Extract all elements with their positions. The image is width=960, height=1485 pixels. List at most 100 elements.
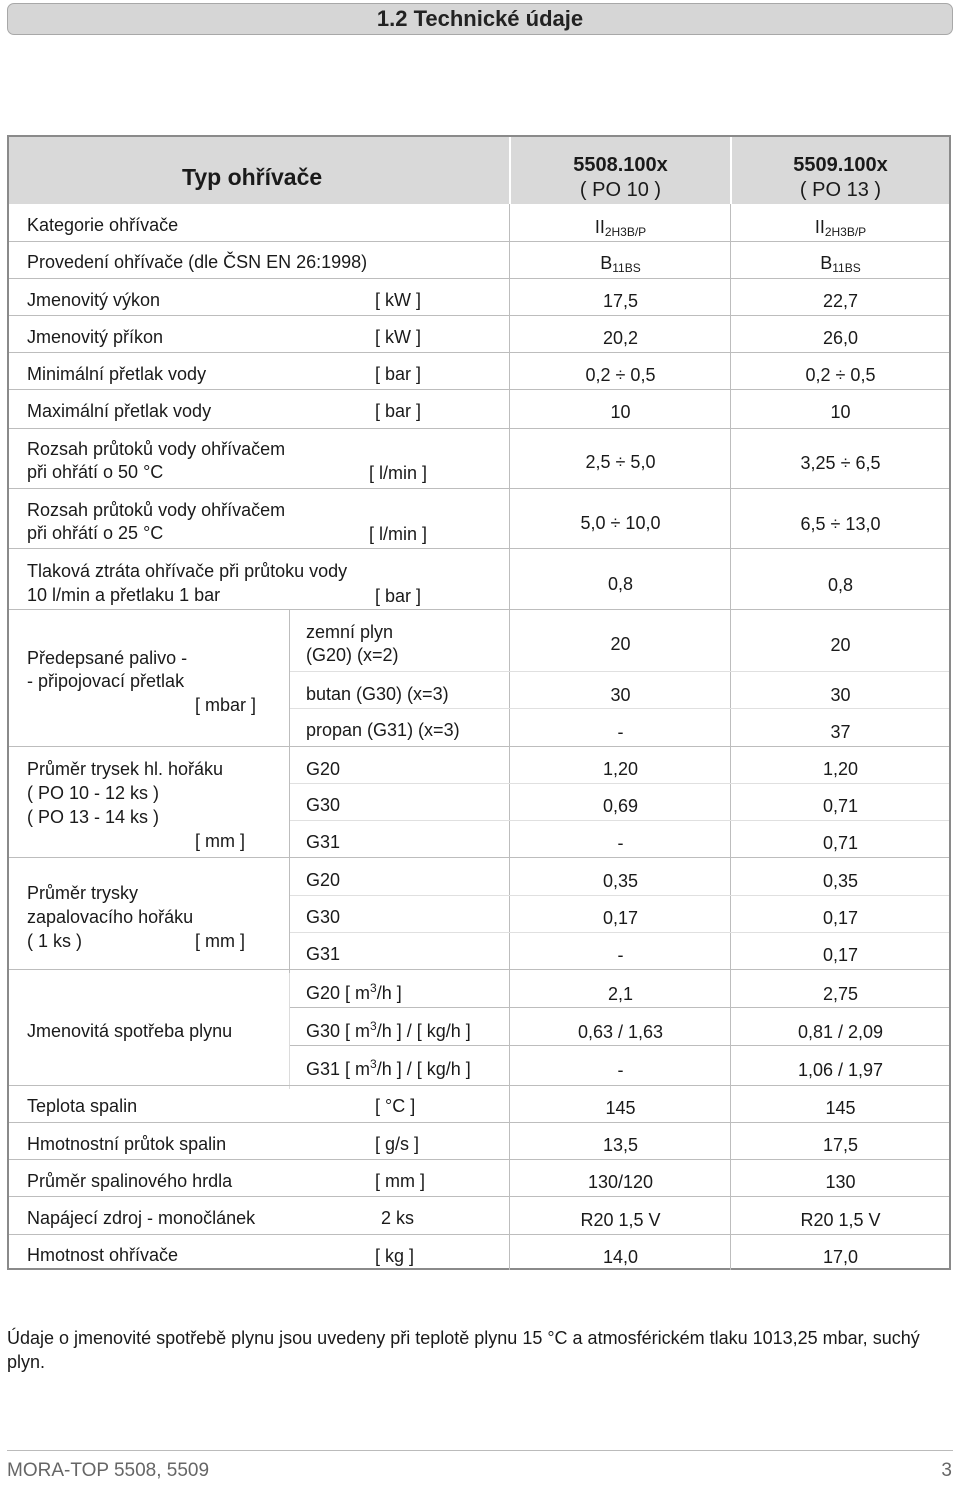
row-label-rozsah50-line1: Rozsah průtoků vody ohřívačem — [27, 439, 286, 459]
row-label-hmotnost: Hmotnost ohřívače — [27, 1245, 179, 1265]
trysky-zap-g20-v2: 0,35 — [822, 871, 859, 891]
unit-trysky-zap: [ mm ] — [195, 931, 245, 951]
divider — [9, 389, 949, 390]
trysky-zap-g20: G20 — [306, 870, 341, 890]
divider — [290, 932, 949, 933]
row-label-prikon: Jmenovitý příkon — [27, 327, 164, 347]
footer-product: MORA-TOP 5508, 5509 — [7, 1460, 210, 1481]
palivo-g20-v2: 20 — [830, 635, 851, 655]
palivo-g30-v2: 30 — [830, 685, 851, 705]
trysky-zap-g31-v2: 0,17 — [822, 945, 859, 965]
row-label-vykon: Jmenovitý výkon — [27, 290, 161, 310]
trysky-zap-g20-v1: 0,35 — [602, 871, 639, 891]
divider — [9, 315, 949, 316]
unit-palivo: [ mbar ] — [195, 695, 257, 715]
divider — [9, 746, 949, 747]
spotreba-g30-unit-end: /h ] / [ kg/h ] — [376, 1021, 471, 1041]
trysky-hl-g30: G30 — [306, 795, 341, 815]
trysky-hl-g30-v1: 0,69 — [602, 796, 639, 816]
provedeni-v2-sub: 11BS — [832, 261, 861, 275]
spotreba-g31-v2: 1,06 / 1,97 — [797, 1060, 884, 1080]
row-label-palivo-line2: - připojovací přetlak — [27, 671, 185, 691]
trysky-hl-g31-v2: 0,71 — [822, 833, 859, 853]
divider — [730, 204, 731, 1270]
kategorie-v1: II — [594, 217, 605, 237]
header-col1-cell — [511, 137, 730, 204]
row-label-rozsah25-line2: při ohřátí o 25 °C — [27, 523, 164, 543]
unit-teplota: [ °C ] — [375, 1096, 416, 1116]
zdroj-v2: R20 1,5 V — [800, 1210, 881, 1230]
row-label-trysky-zap-line2: zapalovacího hořáku — [27, 907, 194, 927]
divider — [290, 1045, 949, 1046]
divider — [9, 1234, 949, 1235]
spotreba-g20-sup: 3 — [370, 981, 377, 995]
row-label-trysky-zap-line3: ( 1 ks ) — [27, 931, 83, 951]
row-label-provedeni: Provedení ohřívače (dle ČSN EN 26:1998) — [27, 252, 368, 272]
rozsah25-v2: 6,5 ÷ 13,0 — [800, 514, 881, 534]
spotreba-g31-sup: 3 — [370, 1057, 377, 1071]
unit-rozsah50: [ l/min ] — [369, 463, 428, 483]
unit-hmotnost: [ kg ] — [375, 1246, 415, 1266]
spotreba-g20-unit: G20 [ m — [306, 983, 371, 1003]
row-label-rozsah25-line1: Rozsah průtoků vody ohřívačem — [27, 500, 286, 520]
divider — [290, 783, 949, 784]
spotreba-g20-v1: 2,1 — [607, 984, 634, 1004]
divider — [9, 857, 949, 858]
teplota-v2: 145 — [825, 1098, 856, 1118]
palivo-g31-v1: - — [617, 722, 624, 742]
row-label-spotreba: Jmenovitá spotřeba plynu — [27, 1021, 233, 1041]
prutok-v2: 17,5 — [822, 1135, 859, 1155]
divider — [9, 428, 949, 429]
prikon-v1: 20,2 — [602, 328, 639, 348]
divider — [9, 352, 949, 353]
row-label-teplota: Teplota spalin — [27, 1096, 138, 1116]
divider — [9, 1159, 949, 1160]
vykon-v2: 22,7 — [822, 291, 859, 311]
col1-variant: ( PO 10 ) — [579, 179, 662, 201]
rozsah50-v2: 3,25 ÷ 6,5 — [800, 453, 881, 473]
unit-zdroj: 2 ks — [381, 1208, 415, 1228]
hmotnost-v1: 14,0 — [602, 1247, 639, 1267]
row-label-kategorie: Kategorie ohřívače — [27, 215, 179, 235]
row-label-trysky-hl-line2: ( PO 10 - 12 ks ) — [27, 783, 160, 803]
row-label-palivo-line1: Předepsané palivo - — [27, 648, 188, 668]
trysky-zap-g31: G31 — [306, 944, 341, 964]
spotreba-g31-unit: G31 [ m — [306, 1059, 371, 1079]
row-label-min-pretlak: Minimální přetlak vody — [27, 364, 207, 384]
divider — [290, 671, 949, 672]
unit-min-pretlak: [ bar ] — [375, 364, 422, 384]
ztrata-v2: 0,8 — [827, 575, 854, 595]
max-pretlak-v2: 10 — [830, 402, 851, 422]
unit-vykon: [ kW ] — [375, 290, 421, 310]
unit-max-pretlak: [ bar ] — [375, 401, 422, 421]
provedeni-v1: B — [600, 253, 613, 273]
spotreba-g31-unit-end: /h ] / [ kg/h ] — [376, 1059, 471, 1079]
footer-divider — [7, 1450, 953, 1451]
palivo-g30-v1: 30 — [610, 685, 631, 705]
divider — [9, 609, 949, 610]
footnote: Údaje o jmenovité spotřebě plynu jsou uv… — [7, 1328, 920, 1372]
ztrata-v1: 0,8 — [607, 574, 634, 594]
row-label-trysky-hl-line3: ( PO 13 - 14 ks ) — [27, 807, 160, 827]
trysky-hl-g30-v2: 0,71 — [822, 796, 859, 816]
provedeni-v2: B — [820, 253, 833, 273]
row-label-hrdlo: Průměr spalinového hrdla — [27, 1171, 233, 1191]
spotreba-g30-v1: 0,63 / 1,63 — [577, 1022, 664, 1042]
prikon-v2: 26,0 — [822, 328, 859, 348]
teplota-v1: 145 — [605, 1098, 636, 1118]
col1-model: 5508.100x — [573, 154, 668, 176]
unit-ztrata: [ bar ] — [375, 586, 422, 606]
spotreba-g30-unit: G30 [ m — [306, 1021, 371, 1041]
unit-prikon: [ kW ] — [375, 327, 421, 347]
divider — [290, 895, 949, 896]
row-label-prutok: Hmotnostní průtok spalin — [27, 1134, 227, 1154]
divider — [290, 708, 949, 709]
divider — [9, 969, 949, 970]
spotreba-g31-v1: - — [617, 1060, 624, 1080]
palivo-g20-line1: zemní plyn — [306, 622, 394, 642]
min-pretlak-v2: 0,2 ÷ 0,5 — [805, 365, 876, 385]
hrdlo-v2: 130 — [825, 1172, 856, 1192]
divider — [9, 1196, 949, 1197]
spotreba-g20-v2: 2,75 — [822, 984, 859, 1004]
row-label-zdroj: Napájecí zdroj - monočlánek — [27, 1208, 256, 1228]
